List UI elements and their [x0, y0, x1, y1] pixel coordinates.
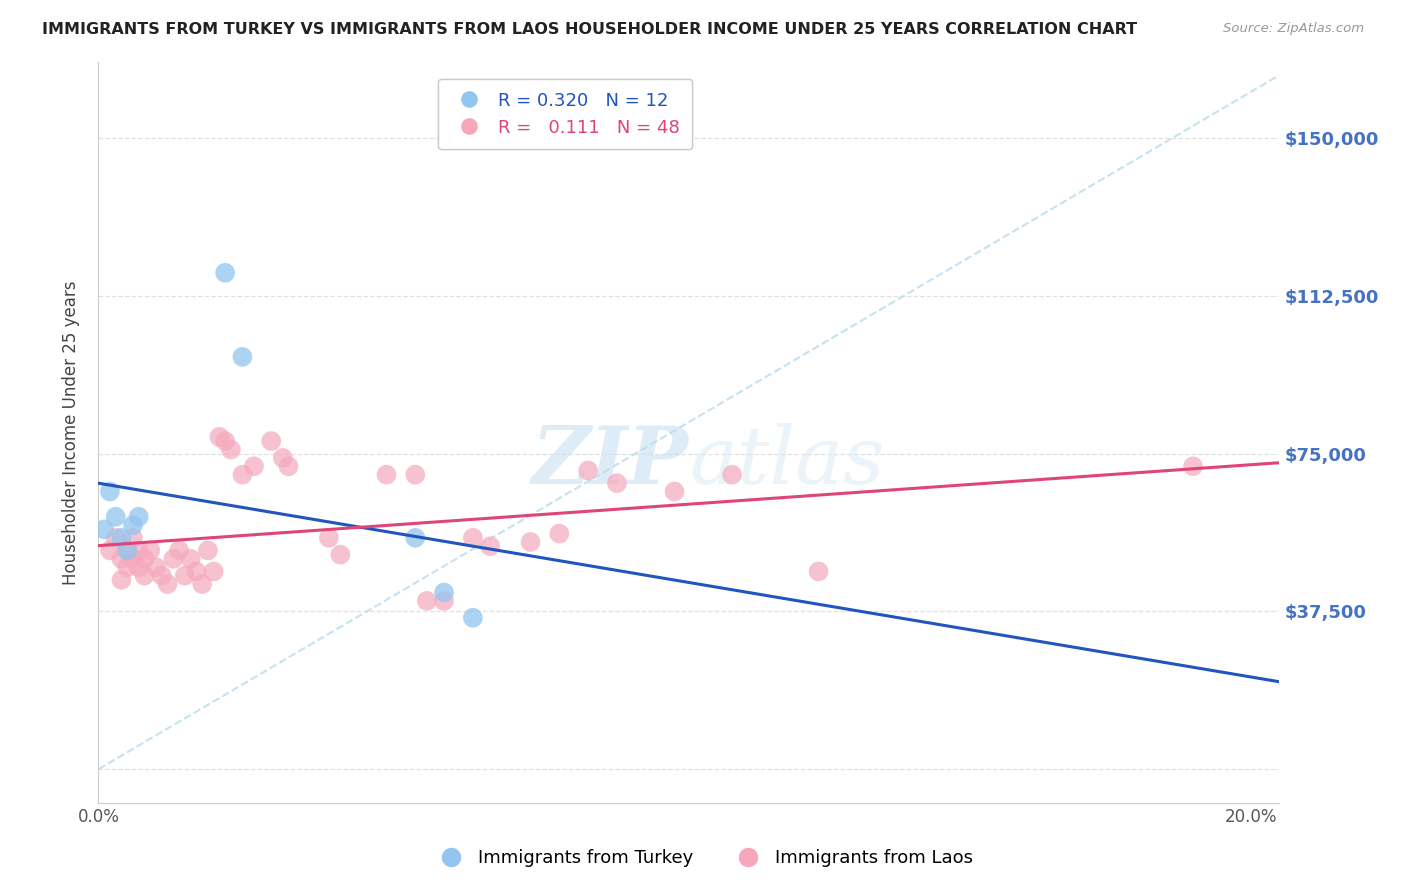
Point [519, 535, 541, 549]
Point [128, 543, 150, 558]
Text: atlas: atlas [689, 424, 884, 501]
Point [461, 531, 484, 545]
Legend: R = 0.320   N = 12, R =   0.111   N = 48: R = 0.320 N = 12, R = 0.111 N = 48 [439, 78, 692, 149]
Point [110, 551, 132, 566]
Point [197, 543, 219, 558]
Point [104, 509, 127, 524]
Point [219, 442, 242, 457]
Text: ZIP: ZIP [531, 424, 689, 501]
Point [98, 484, 121, 499]
Point [104, 531, 127, 545]
Point [150, 568, 173, 582]
Text: IMMIGRANTS FROM TURKEY VS IMMIGRANTS FROM LAOS HOUSEHOLDER INCOME UNDER 25 YEARS: IMMIGRANTS FROM TURKEY VS IMMIGRANTS FRO… [42, 22, 1137, 37]
Point [214, 434, 236, 448]
Point [202, 565, 225, 579]
Point [115, 543, 138, 558]
Point [433, 594, 456, 608]
Point [134, 551, 156, 566]
Point [110, 531, 132, 545]
Legend: Immigrants from Turkey, Immigrants from Laos: Immigrants from Turkey, Immigrants from … [426, 842, 980, 874]
Point [128, 509, 150, 524]
Point [548, 526, 571, 541]
Point [208, 430, 231, 444]
Point [433, 585, 456, 599]
Point [128, 560, 150, 574]
Point [156, 577, 179, 591]
Point [231, 467, 253, 482]
Point [318, 531, 340, 545]
Point [375, 467, 398, 482]
Point [145, 560, 167, 574]
Point [664, 484, 686, 499]
Point [404, 467, 426, 482]
Point [479, 539, 502, 553]
Point [416, 594, 439, 608]
Point [115, 543, 138, 558]
Point [139, 543, 162, 558]
Point [180, 551, 202, 566]
Y-axis label: Householder Income Under 25 years: Householder Income Under 25 years [62, 280, 80, 585]
Point [214, 266, 236, 280]
Point [115, 560, 138, 574]
Point [404, 531, 426, 545]
Text: Source: ZipAtlas.com: Source: ZipAtlas.com [1223, 22, 1364, 36]
Point [606, 476, 628, 491]
Point [329, 548, 352, 562]
Point [461, 610, 484, 624]
Point [98, 543, 121, 558]
Point [277, 459, 299, 474]
Point [243, 459, 266, 474]
Point [122, 551, 145, 566]
Point [122, 518, 145, 533]
Point [186, 565, 208, 579]
Point [576, 463, 599, 477]
Point [173, 568, 195, 582]
Point [167, 543, 190, 558]
Point [134, 568, 156, 582]
Point [122, 531, 145, 545]
Point [260, 434, 283, 448]
Point [162, 551, 184, 566]
Point [191, 577, 214, 591]
Point [110, 573, 132, 587]
Point [1182, 459, 1205, 474]
Point [807, 565, 830, 579]
Point [721, 467, 744, 482]
Point [271, 450, 294, 465]
Point [231, 350, 253, 364]
Point [93, 522, 115, 536]
